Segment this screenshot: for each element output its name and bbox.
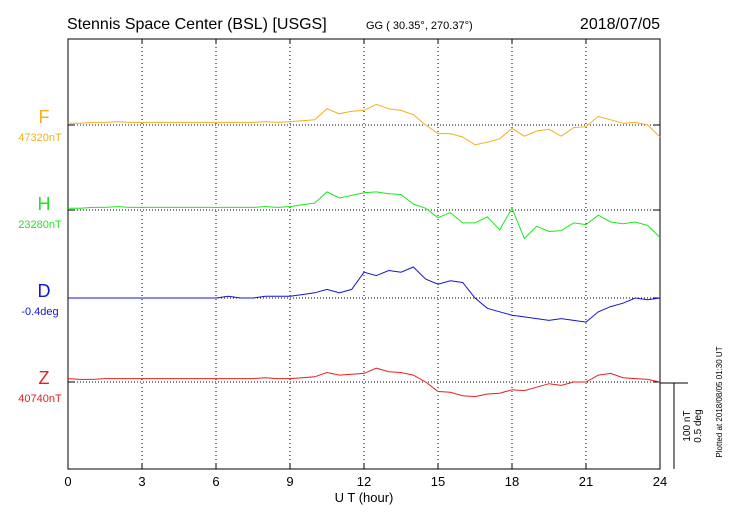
x-tick-label-24: 24: [653, 474, 667, 489]
baseline-value-F: 47320nT: [18, 132, 62, 144]
x-axis-label: U T (hour): [335, 490, 394, 505]
chart-date: 2018/07/05: [580, 16, 660, 33]
x-tick-label-21: 21: [579, 474, 593, 489]
x-tick-label-3: 3: [138, 474, 145, 489]
baseline-value-Z: 40740nT: [18, 393, 62, 405]
baseline-value-H: 23280nT: [18, 219, 62, 231]
scale-bar: 100 nT 0.5 deg: [660, 382, 704, 469]
trace-label-Z: Z: [39, 368, 50, 388]
x-axis-tick-labels: 0 3 6 9 12 15 18 21 24: [64, 474, 667, 489]
x-tick-label-18: 18: [505, 474, 519, 489]
baseline-value-D: -0.4deg: [21, 306, 58, 318]
scale-bar-deg-label: 0.5 deg: [693, 409, 704, 442]
plotted-timestamp: Plotted at 2018/08/05 01:30 UT: [715, 346, 724, 457]
trace-labels: F 47320nT H 23280nT D -0.4deg Z 40740nT: [18, 107, 62, 405]
trace-lines: [67, 103, 661, 398]
trace-D: [68, 266, 661, 323]
x-tick-label-12: 12: [357, 474, 371, 489]
trace-label-H: H: [38, 194, 51, 214]
hour-gridlines: [141, 39, 587, 469]
trace-F: [68, 103, 661, 146]
x-axis-ticks: [67, 39, 661, 469]
station-coordinates: GG ( 30.35°, 270.37°): [366, 20, 473, 32]
trace-label-D: D: [38, 281, 51, 301]
scale-bar-nt-label: 100 nT: [682, 410, 693, 441]
x-tick-label-9: 9: [286, 474, 293, 489]
x-tick-label-0: 0: [64, 474, 71, 489]
x-tick-label-6: 6: [212, 474, 219, 489]
trace-H: [68, 191, 661, 240]
trace-label-F: F: [39, 107, 50, 127]
x-tick-label-15: 15: [431, 474, 445, 489]
trace-Z: [67, 367, 661, 398]
chart-title: Stennis Space Center (BSL) [USGS]: [67, 16, 327, 33]
